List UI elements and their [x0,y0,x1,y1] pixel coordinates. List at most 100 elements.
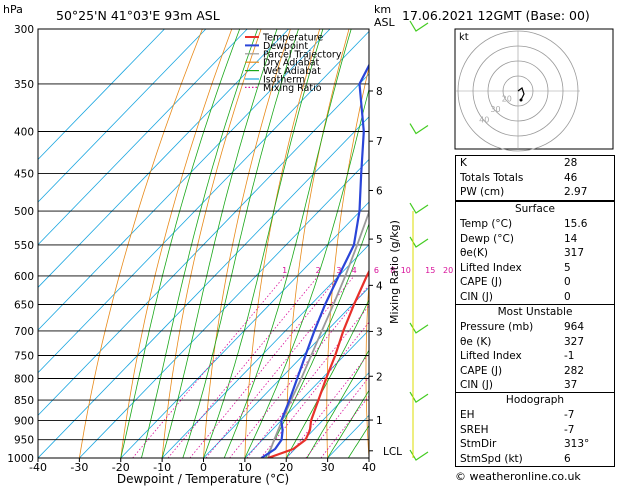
surface-row: θe(K) 317 [456,246,614,261]
km-tick-label: 8 [376,86,383,98]
pressure-tick-label: 350 [14,79,34,91]
surface-value: 5 [564,261,571,274]
wind-barb [409,123,429,135]
temperature-line [267,269,369,458]
surface-label: CAPE (J) [460,276,503,289]
mixing-ratio-line [229,284,369,458]
profile-series [260,63,369,458]
legend-item-label: Mixing Ratio [263,83,322,94]
km-axis: 8 7 6 5 4 3 2 1 LCL [369,86,402,458]
dry-adiabat-line [365,275,369,458]
isotherm-line [38,29,248,246]
pressure-tick-label: 600 [14,271,34,283]
wind-barb [409,202,429,214]
isotherm-line [244,329,369,458]
dry-adiabat-line [79,29,203,458]
mu-label: Pressure (mb) [460,321,534,333]
mixing-ratio-line [132,275,286,458]
km-tick-label: 1 [376,415,383,427]
index-label: Totals Totals [460,171,524,184]
mixing-ratio-line [205,275,355,458]
wet-adiabat-line [306,349,369,458]
km-tick-label: 3 [376,326,383,338]
wet-adiabat-line [141,29,258,458]
most-unstable-panel: Most Unstable Pressure (mb) 964 θe (K) 327… [455,304,615,394]
mixing-ratio-line [260,321,369,458]
hodograph-table-title: Hodograph [505,394,565,406]
hodo-label: StmSpd (kt) [460,452,523,465]
pressure-tick-label: 900 [14,415,34,427]
pressure-tick-label: 950 [14,435,34,447]
hodo-label: EH [460,409,475,421]
indices-panel: K 28 Totals Totals 46 PW (cm) 2.97 [455,155,615,201]
mixing-ratio-label: 15 [425,266,435,275]
surface-label: θe(K) [460,247,488,260]
surface-label: Temp (°C) [460,218,513,230]
mu-value: -1 [564,350,575,363]
mixing-ratio-label: 6 [374,266,379,275]
legend-item-label: Parcel Trajectory [263,49,342,60]
mu-row: Lifted Index -1 [456,349,614,364]
legend-item-label: Temperature [262,33,323,44]
hodo-value: -7 [564,409,575,421]
surface-value: 317 [564,247,585,260]
mu-value: 282 [564,364,585,377]
km-tick-label: 6 [376,185,383,197]
wind-barbs [409,20,429,461]
mixing-ratio-line [305,376,369,458]
index-value: 28 [564,157,578,169]
mixing-ratio-label: 2 [316,266,321,275]
hodograph-trace [517,87,525,101]
isotherm-line [120,201,369,458]
x-tick-label: 0 [200,461,207,474]
copyright-notice: © weatheronline.co.uk [455,470,581,483]
pressure-tick-label: 850 [14,395,34,407]
hodo-row: StmDir 313° [456,437,614,452]
wet-adiabat-line [327,389,369,458]
pressure-tick-label: 300 [14,24,34,36]
surface-row: Lifted Index 5 [456,261,614,276]
mixing-ratio-label: 10 [401,266,411,275]
surface-value: 15.6 [564,218,588,230]
pressure-tick-label: 550 [14,240,34,252]
isotherm-line [161,244,369,458]
mu-value: 37 [564,379,578,392]
legend-item-label: Wet Adiabat [263,66,321,77]
index-value: 2.97 [564,186,588,199]
pressure-tick-label: 650 [14,300,34,312]
isotherm-line [38,29,289,288]
isotherm-line [38,29,331,331]
legend-item-label: Isotherm [263,75,305,86]
isotherm-line [38,73,369,416]
dewpoint-line [260,63,369,458]
km-tick-label: 7 [376,136,383,148]
surface-value: 0 [564,276,571,289]
pressure-tick-label: 1000 [7,453,34,465]
wind-barb [409,322,429,334]
wind-barb [409,391,429,403]
mixing-ratio-label: 1 [282,266,287,275]
hodo-label: SREH [460,423,489,436]
wet-adiabat-line [120,29,241,458]
surface-row: CAPE (J) 0 [456,275,614,290]
legend-item-label: Dewpoint [263,41,308,52]
isotherm-line [285,372,369,458]
hodo-row: SREH -7 [456,423,614,438]
mixing-ratio-line [189,275,340,458]
km-tick-label: LCL [383,446,402,458]
hodo-value: 6 [564,452,571,465]
isotherm-line [79,158,369,458]
x-tick-label: 30 [321,461,335,474]
hodo-label: StmDir [460,438,497,451]
mu-row: Pressure (mb) 964 [456,320,614,335]
parcel-trajectory-line [267,209,369,458]
isotherm-line [38,29,165,160]
surface-label: Lifted Index [460,261,522,274]
x-tick-label: 10 [238,461,252,474]
km-tick-label: 4 [376,280,383,292]
isotherm-line [38,116,369,458]
most-unstable-title: Most Unstable [497,306,573,318]
hodo-row: StmSpd (kt) 6 [456,452,614,467]
